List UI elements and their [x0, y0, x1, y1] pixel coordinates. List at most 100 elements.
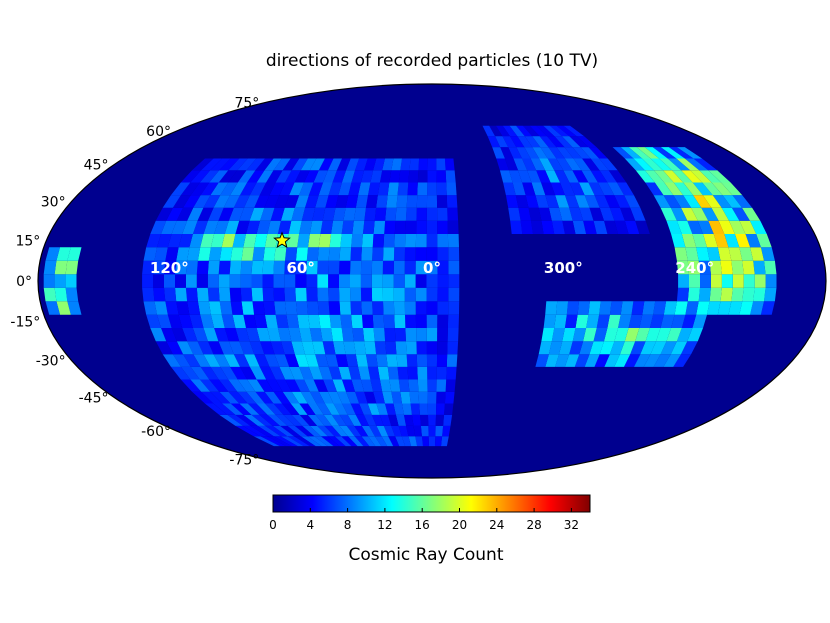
map-cell: [249, 341, 265, 355]
map-cell: [274, 195, 290, 208]
map-cell: [608, 170, 627, 183]
map-cell: [213, 354, 231, 367]
map-cell: [569, 207, 584, 221]
map-cell: [200, 182, 219, 196]
map-cell: [229, 287, 242, 302]
map-cell: [323, 379, 337, 392]
map-cell: [599, 207, 615, 221]
map-cell: [350, 403, 364, 415]
map-cell: [336, 158, 351, 171]
map-cell: [545, 195, 559, 208]
map-cell: [584, 195, 600, 208]
map-cell: [633, 158, 654, 171]
map-cell: [731, 260, 744, 275]
map-cell: [436, 158, 446, 171]
map-cell: [437, 220, 448, 234]
map-cell: [416, 195, 428, 208]
map-cell: [197, 341, 214, 355]
map-cell: [228, 341, 244, 355]
map-cell: [645, 182, 664, 196]
map-cell: [262, 287, 275, 302]
map-cell: [328, 366, 342, 380]
map-cell: [285, 379, 301, 392]
latitude-labels: 75° 60° 45° 30° 15° 0° -15° -30° -45° -60° -75°: [10, 96, 259, 469]
map-cell: [328, 247, 341, 261]
map-cell: [427, 158, 437, 171]
map-cell: [263, 301, 276, 315]
map-cell: [676, 260, 689, 275]
map-cell: [536, 125, 555, 137]
map-cell: [338, 366, 352, 380]
map-cell: [368, 436, 382, 447]
map-cell: [365, 354, 378, 367]
latitude-label: 0°: [16, 274, 32, 290]
map-cell: [167, 314, 183, 328]
map-cell: [351, 170, 365, 183]
map-cell: [728, 301, 743, 315]
map-cell: [753, 287, 766, 302]
map-cell: [43, 274, 55, 288]
map-cell: [300, 436, 322, 447]
map-cell: [572, 170, 589, 183]
map-cell: [427, 170, 437, 183]
map-cell: [673, 354, 692, 367]
map-cell: [391, 425, 402, 437]
map-cell: [341, 436, 358, 447]
map-cell: [674, 247, 688, 261]
map-cell: [210, 314, 225, 328]
map-cell: [656, 328, 672, 342]
map-cell: [724, 234, 740, 248]
map-cell: [700, 274, 711, 288]
map-cell: [525, 195, 539, 208]
map-cell: [269, 366, 286, 380]
map-cell: [327, 158, 342, 171]
map-cell: [176, 301, 190, 315]
map-cell: [361, 436, 376, 447]
map-cell: [426, 287, 438, 302]
map-cell: [411, 414, 421, 426]
map-cell: [530, 158, 546, 171]
map-cell: [620, 207, 636, 221]
map-cell: [548, 147, 565, 159]
map-cell: [670, 207, 688, 221]
map-cell: [502, 136, 517, 148]
map-cell: [549, 125, 570, 137]
map-cell: [219, 414, 243, 426]
map-cell: [644, 170, 665, 183]
map-cell: [347, 414, 362, 426]
map-cell: [393, 247, 405, 261]
map-cell: [196, 260, 209, 275]
map-cell: [220, 182, 238, 196]
map-cell: [297, 234, 310, 248]
map-cell: [505, 195, 519, 208]
map-cell: [284, 260, 296, 275]
map-cell: [291, 158, 308, 171]
map-cell: [56, 301, 71, 315]
map-cell: [384, 328, 396, 342]
map-cell: [406, 354, 418, 367]
map-cell: [230, 301, 244, 315]
map-cell: [437, 234, 449, 248]
map-cell: [508, 207, 521, 221]
map-cell: [354, 425, 369, 437]
colorbar-tick-label: 24: [489, 518, 504, 532]
map-cell: [400, 158, 411, 171]
map-cell: [351, 379, 365, 392]
map-cell: [214, 220, 229, 234]
map-cell: [382, 260, 394, 275]
map-cell: [67, 301, 82, 315]
map-cell: [448, 247, 460, 261]
map-cell: [614, 328, 629, 342]
map-cell: [308, 182, 323, 196]
map-cell: [687, 328, 703, 342]
map-cell: [218, 274, 230, 288]
map-cell: [379, 170, 392, 183]
map-cell: [282, 391, 300, 404]
map-cell: [223, 195, 240, 208]
map-cell: [569, 341, 584, 355]
map-cell: [717, 301, 732, 315]
map-cell: [653, 195, 671, 208]
map-cell: [564, 195, 580, 208]
map-cell: [584, 354, 600, 367]
